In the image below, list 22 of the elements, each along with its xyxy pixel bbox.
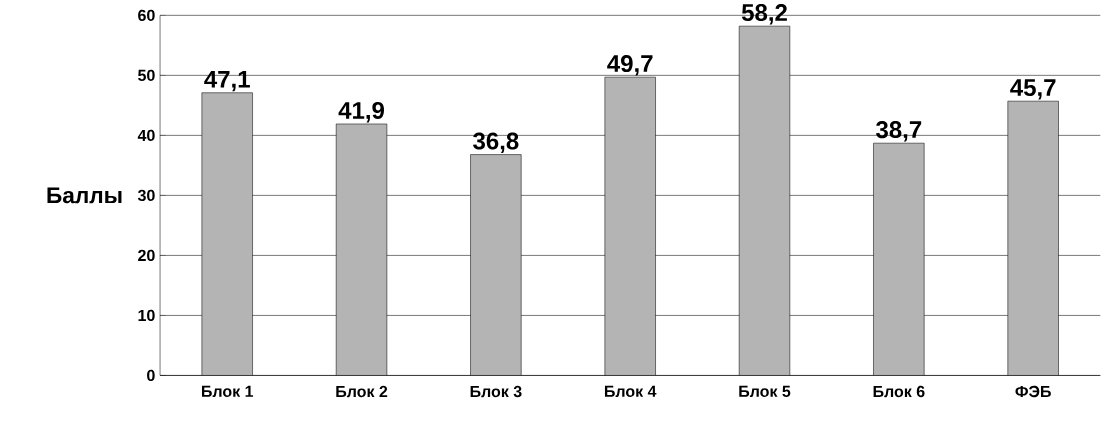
data-label: 47,1 [204, 70, 250, 92]
x-tick-label: ФЭБ [1015, 385, 1051, 398]
y-tick-label: 60 [138, 9, 155, 21]
y-tick-label: 50 [138, 69, 155, 81]
data-label: 41,9 [338, 101, 385, 123]
x-tick-label: Блок 3 [470, 385, 522, 398]
x-tick-label: Блок 1 [201, 385, 254, 397]
y-axis-title: Баллы [47, 187, 122, 204]
data-label: 49,7 [607, 55, 653, 76]
y-tick-label: 40 [137, 129, 155, 141]
x-tick-label: Блок 6 [873, 385, 925, 398]
y-tick-label: 0 [147, 369, 155, 382]
y-tick-label: 20 [138, 249, 155, 261]
x-tick-label: Блок 5 [739, 385, 791, 397]
data-label: 45,7 [1010, 79, 1056, 100]
data-label: 36,8 [473, 132, 519, 153]
data-label: 38,7 [876, 121, 922, 142]
y-tick-label: 10 [138, 309, 155, 322]
data-label: 58,2 [741, 3, 787, 25]
y-tick-label: 30 [137, 189, 155, 202]
x-tick-label: Блок 2 [336, 385, 388, 398]
x-tick-label: Блок 4 [604, 385, 657, 397]
